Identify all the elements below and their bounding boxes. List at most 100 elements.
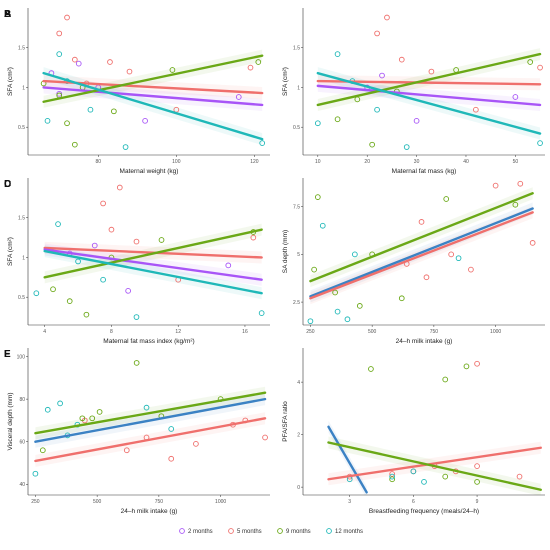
x-axis-title: Maternal fat mass (kg)	[392, 168, 457, 175]
point-2-months	[91, 242, 98, 249]
point-12-months	[168, 426, 175, 432]
point-12-months	[410, 468, 417, 475]
point-5-months	[168, 455, 175, 462]
point-2-months	[413, 117, 420, 124]
legend-item-2-months: 2 months	[179, 528, 213, 535]
legend-marker	[277, 528, 283, 534]
point-9-months	[527, 59, 534, 65]
point-12-months	[421, 479, 427, 485]
point-2-months	[379, 72, 385, 79]
point-12-months	[258, 310, 265, 316]
point-5-months	[418, 219, 425, 225]
point-5-months	[193, 441, 199, 447]
panel-c: C 4 8 12 16 0.5 1 1.5 Maternal fat mass index (k…	[4, 178, 270, 345]
point-5-months	[133, 238, 140, 245]
panel-letter: F	[4, 349, 10, 360]
fit-line-9-months	[43, 228, 263, 279]
point-5-months	[492, 182, 499, 189]
point-5-months	[71, 56, 78, 63]
point-12-months	[133, 314, 140, 320]
x-tick-label: 12	[175, 329, 181, 335]
point-5-months	[384, 14, 390, 21]
point-9-months	[356, 303, 363, 309]
y-axis-title: PFA/SFA ratio	[282, 401, 289, 442]
point-5-months	[537, 64, 543, 71]
fit-line-5-months	[34, 417, 267, 463]
point-12-months	[100, 276, 106, 283]
fit-line-2-months	[316, 84, 542, 107]
y-tick-label: 100	[17, 354, 26, 360]
x-tick-label: 3	[348, 499, 351, 505]
point-5-months	[250, 234, 257, 241]
legend-item-12-months: 12 months	[326, 528, 363, 535]
point-5-months	[423, 274, 430, 281]
point-9-months	[64, 120, 70, 127]
point-5-months	[448, 251, 455, 258]
panel-b: B 10 20 30 40 50 0.5 1 1.5 Maternal fat mass (kg)…	[4, 8, 545, 175]
y-tick-label: 40	[19, 482, 25, 488]
point-5-months	[517, 180, 524, 187]
y-tick-label: 0	[297, 485, 300, 491]
fit-line-9-months	[316, 52, 542, 107]
point-9-months	[334, 116, 341, 123]
fit-line-9-months	[42, 54, 264, 103]
y-tick-label: 0.5	[293, 125, 300, 131]
x-tick-label: 500	[368, 329, 377, 335]
point-9-months	[96, 409, 103, 415]
panel-letter: B	[4, 9, 11, 20]
point-12-months	[319, 222, 326, 229]
fit-line-12-months	[316, 71, 542, 135]
fit-line-5-months	[327, 446, 542, 481]
point-5-months	[107, 59, 113, 65]
legend-label: 9 months	[286, 529, 311, 535]
x-tick-label: 9	[476, 499, 479, 505]
plot-area	[33, 184, 265, 320]
y-tick-label: 2.5	[293, 300, 300, 306]
point-12-months	[334, 51, 341, 57]
y-axis-title: SA depth (mm)	[282, 230, 289, 273]
x-tick-label: 20	[364, 159, 370, 165]
point-5-months	[474, 360, 480, 367]
x-tick-label: 1000	[490, 329, 501, 335]
point-5-months	[374, 30, 380, 37]
point-9-months	[158, 237, 165, 243]
plot-area	[314, 14, 543, 150]
point-12-months	[389, 473, 396, 480]
plot-area	[32, 360, 268, 477]
panel-e: E 250 500 750 1000 40 60 80 100 24–h milk intake …	[4, 348, 270, 515]
panel-letter: D	[4, 179, 11, 190]
point-5-months	[100, 200, 106, 207]
x-tick-label: 750	[155, 499, 164, 505]
point-9-months	[311, 266, 317, 273]
legend: 2 months 5 months 9 months 12 months	[179, 528, 363, 535]
legend-label: 2 months	[188, 529, 213, 535]
y-axis-title: Visceral depth (mm)	[7, 392, 14, 450]
x-tick-label: 250	[306, 329, 315, 335]
point-5-months	[108, 226, 115, 233]
x-tick-label: 1000	[215, 499, 226, 505]
point-9-months	[463, 363, 470, 370]
y-tick-label: 1.5	[293, 46, 300, 52]
point-12-months	[344, 316, 351, 323]
plot-area	[307, 180, 536, 325]
point-5-months	[529, 240, 536, 246]
point-5-months	[123, 447, 130, 454]
point-2-months	[512, 94, 519, 100]
point-9-months	[368, 366, 374, 372]
point-2-months	[225, 262, 232, 269]
legend-marker	[228, 528, 234, 534]
x-tick-label: 10	[315, 159, 321, 165]
point-9-months	[398, 295, 405, 302]
point-12-months	[403, 144, 410, 150]
fit-line-2-months	[42, 86, 264, 107]
point-12-months	[44, 117, 51, 124]
x-tick-label: 250	[31, 499, 40, 505]
fit-line-9-months	[309, 192, 534, 283]
point-12-months	[314, 120, 321, 127]
legend-marker	[179, 528, 185, 534]
point-12-months	[307, 318, 314, 325]
point-5-months	[126, 68, 133, 75]
